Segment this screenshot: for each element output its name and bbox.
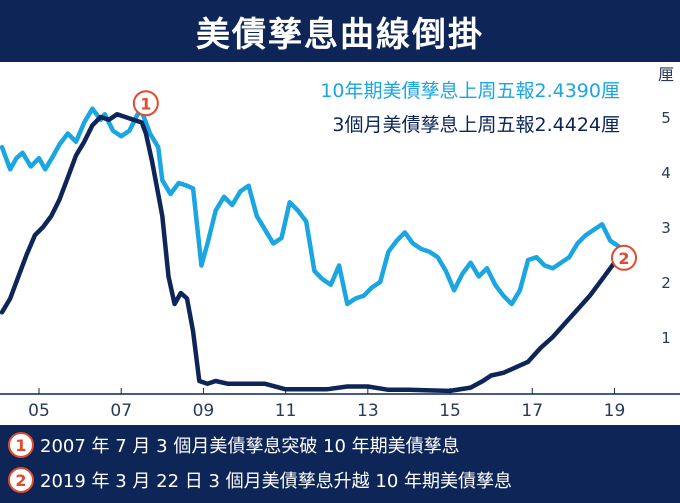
- x-tick-label: 11: [275, 401, 297, 421]
- x-tick-label: 13: [357, 401, 379, 421]
- y-tick-label: 3: [661, 219, 671, 237]
- chart-title: 美債孳息曲線倒掛: [196, 14, 484, 55]
- legend-3m: 3個月美債孳息上周五報2.4424厘: [332, 114, 620, 136]
- note-2-badge: 2: [8, 467, 34, 493]
- title-bar: 美債孳息曲線倒掛: [0, 0, 680, 62]
- chart-area: 1 2 3 4 5 厘 05 07 09 11 13 15 17 19 1 2: [0, 62, 680, 424]
- annotation-label-2: 2: [618, 249, 629, 268]
- ten-year-yield-line: [0, 106, 627, 307]
- three-month-yield-line: [0, 112, 627, 394]
- y-tick-label: 1: [661, 329, 671, 347]
- footer-notes: 1 2007 年 7 月 3 個月美債孳息突破 10 年期美債孳息 2 2019…: [0, 425, 680, 503]
- x-tick-label: 05: [28, 401, 50, 421]
- note-1-badge: 1: [8, 432, 34, 458]
- annotation-marker-1: [132, 90, 159, 117]
- x-tick-label: 19: [604, 401, 626, 421]
- line-chart: 1 2 3 4 5 厘 05 07 09 11 13 15 17 19 1 2: [0, 65, 680, 421]
- y-tick-label: 4: [661, 164, 671, 182]
- note-2-text: 2019 年 3 月 22 日 3 個月美債孳息升越 10 年期美債孳息: [40, 471, 513, 492]
- note-1-text: 2007 年 7 月 3 個月美債孳息突破 10 年期美債孳息: [40, 436, 460, 457]
- legend-10y: 10年期美債孳息上周五報2.4390厘: [320, 80, 620, 102]
- y-unit-label: 厘: [658, 65, 674, 84]
- x-tick-label: 07: [110, 401, 132, 421]
- x-tick-label: 15: [439, 401, 461, 421]
- x-tick-label: 17: [521, 401, 543, 421]
- y-tick-label: 2: [661, 274, 671, 292]
- note-1: 1 2007 年 7 月 3 個月美債孳息突破 10 年期美債孳息: [8, 432, 460, 458]
- note-2: 2 2019 年 3 月 22 日 3 個月美債孳息升越 10 年期美債孳息: [8, 467, 512, 493]
- annotation-marker-2: [611, 244, 637, 271]
- y-tick-label: 5: [661, 109, 671, 127]
- x-tick-label: 09: [193, 401, 215, 421]
- annotation-label-1: 1: [140, 94, 151, 113]
